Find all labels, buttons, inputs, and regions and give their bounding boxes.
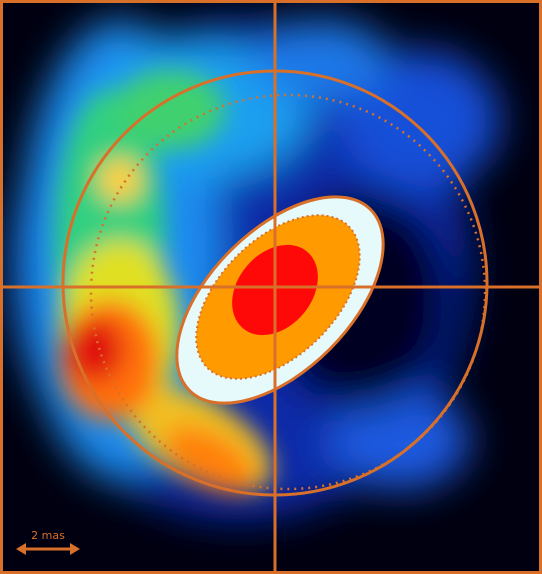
- scale-label: 2 mas: [31, 529, 65, 542]
- dotted-circle: [89, 93, 487, 491]
- scale-bar: [16, 543, 80, 555]
- scale-arrow-right: [70, 543, 80, 555]
- scale-arrow-left: [16, 543, 26, 555]
